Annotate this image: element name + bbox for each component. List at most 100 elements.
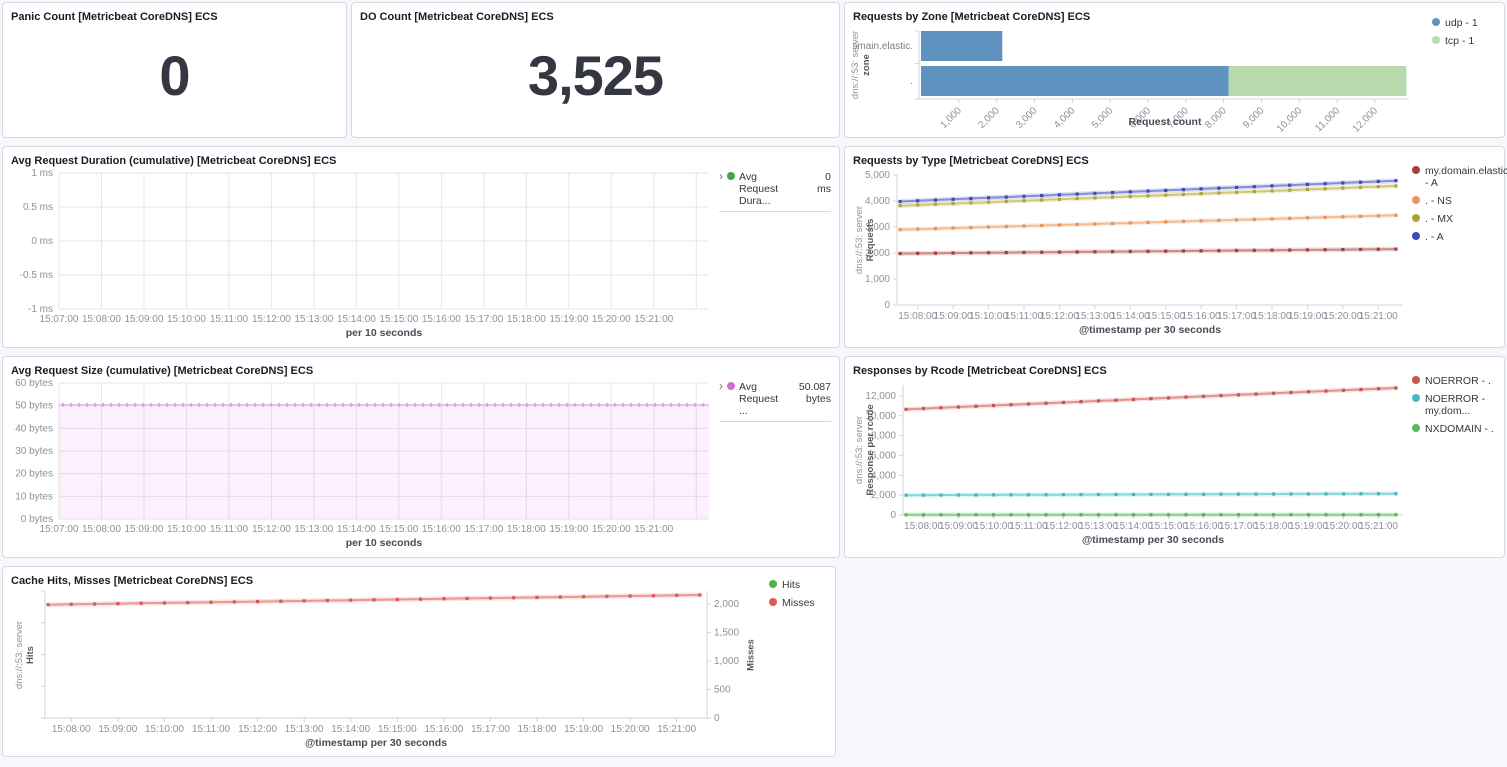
avg-request-duration-chart[interactable]: 1 ms 0.5 ms 0 ms -0.5 ms -1 ms 15:07:00 15:08:… — [11, 169, 713, 339]
tick-label: -1 ms — [28, 304, 53, 315]
x-axis-title: per 10 seconds — [346, 327, 423, 339]
tick-label: 15:13:00 — [294, 524, 333, 535]
series-marker — [1075, 197, 1079, 201]
legend-expand-icon[interactable]: › — [719, 379, 723, 393]
series-marker — [1164, 249, 1168, 253]
legend-item[interactable]: Hits — [769, 579, 831, 591]
series-marker — [974, 493, 978, 497]
tick-label: 15:21:00 — [1359, 311, 1398, 322]
series-marker — [1128, 190, 1132, 194]
legend-item[interactable]: . - MX — [1412, 213, 1498, 225]
series-marker — [1149, 397, 1153, 401]
series-marker — [1044, 493, 1048, 497]
series-marker — [62, 403, 65, 407]
tick-label: 2,000 — [865, 248, 890, 259]
tick-label: 15:16:00 — [422, 314, 461, 325]
tick-label: 15:12:00 — [252, 314, 291, 325]
cache-hits-misses-chart[interactable]: 0 500 1,000 1,500 2,000 15:08:00 15:09:00 15:10… — [11, 587, 763, 750]
bar-segment[interactable] — [921, 66, 1229, 96]
series-marker — [1181, 192, 1186, 196]
requests-by-zone-chart[interactable]: 1,000 2,000 3,000 4,000 5,000 6,000 7,000 8,000… — [850, 21, 1431, 133]
tick-label: 9,000 — [1241, 105, 1267, 131]
panel-title: Responses by Rcode [Metricbeat CoreDNS] … — [853, 365, 1107, 377]
series-marker — [454, 403, 457, 407]
series-marker — [1324, 389, 1328, 393]
series-marker — [1271, 492, 1276, 496]
series-marker — [986, 251, 991, 255]
responses-by-rcode-chart[interactable]: 0 2,000 4,000 6,000 8,000 10,000 12,000 15:08:0… — [853, 379, 1413, 551]
series-marker — [654, 403, 657, 407]
series-marker — [1131, 513, 1136, 517]
series-marker — [1131, 397, 1136, 402]
series-marker — [1394, 179, 1398, 183]
legend-item[interactable]: Misses — [769, 597, 831, 609]
series-marker — [1394, 492, 1398, 496]
legend-item[interactable]: tcp - 1 — [1432, 35, 1498, 47]
tick-label: 15:20:00 — [1324, 521, 1363, 532]
series-color-dot — [1412, 376, 1420, 384]
avg-request-size-chart[interactable]: 60 bytes 50 bytes 40 bytes 30 bytes 20 bytes… — [11, 379, 713, 549]
series-marker — [1217, 218, 1221, 223]
series-marker — [1324, 513, 1328, 517]
panel-do-count: DO Count [Metricbeat CoreDNS] ECS 3,525 — [351, 2, 840, 138]
panic-count-value: 0 — [159, 43, 190, 107]
panel-requests-by-zone: Requests by Zone [Metricbeat CoreDNS] EC… — [844, 2, 1505, 138]
legend-item[interactable]: udp - 1 — [1432, 17, 1498, 29]
tick-label: 15:17:00 — [464, 314, 503, 325]
series-marker — [1254, 513, 1258, 517]
series-marker — [372, 598, 376, 602]
series-marker — [1201, 513, 1206, 517]
series-marker — [302, 403, 305, 407]
legend-row[interactable]: › Avg Request Dura... 0 ms — [719, 169, 831, 212]
series-marker — [1096, 513, 1101, 517]
series-marker — [1376, 185, 1380, 189]
series-marker — [590, 403, 593, 407]
legend-item[interactable]: . - NS — [1412, 195, 1498, 207]
series-marker — [542, 403, 545, 407]
series-marker — [1022, 250, 1026, 255]
series-marker — [1201, 394, 1206, 398]
series-marker — [1128, 221, 1132, 225]
series-marker — [1305, 216, 1310, 220]
legend-item[interactable]: . - A — [1412, 231, 1498, 243]
series-marker — [1110, 191, 1115, 195]
tick-label: 15:21:00 — [657, 724, 696, 735]
series-marker — [1110, 221, 1115, 226]
series-marker — [262, 403, 265, 407]
series-marker — [326, 403, 329, 407]
series-marker — [933, 202, 938, 206]
tick-label: 5,000 — [865, 170, 890, 181]
series-marker — [956, 513, 961, 517]
series-marker — [1252, 217, 1256, 221]
tick-label: 15:14:00 — [1111, 311, 1150, 322]
requests-by-type-chart[interactable]: 0 1,000 2,000 3,000 4,000 5,000 15:08:00 15:09:… — [853, 169, 1413, 341]
legend-item[interactable]: my.domain.elastic. - A — [1412, 165, 1507, 189]
legend-expand-icon[interactable]: › — [719, 169, 723, 183]
series-marker — [1270, 189, 1274, 193]
series-color-dot — [1412, 196, 1420, 204]
series-marker — [150, 403, 153, 407]
tick-label: 15:11:00 — [210, 314, 249, 325]
series-marker — [1219, 393, 1223, 398]
tick-label: 15:20:00 — [611, 724, 650, 735]
legend-item[interactable]: NXDOMAIN - . — [1412, 423, 1498, 435]
series-marker — [1305, 248, 1310, 252]
series-marker — [1394, 213, 1398, 217]
tick-label: 15:08:00 — [904, 521, 943, 532]
bar-segment[interactable] — [1228, 66, 1407, 96]
series-marker — [678, 403, 681, 407]
bar-segment[interactable] — [921, 31, 1003, 61]
series-marker — [1306, 390, 1311, 394]
series-marker — [898, 199, 902, 204]
line-chart-svg: 0 1,000 2,000 3,000 4,000 5,000 15:08:0015:09:… — [865, 170, 1403, 336]
series-marker — [358, 403, 361, 407]
legend-value: 0 ms — [817, 171, 831, 195]
series-marker — [1009, 513, 1013, 517]
series-marker — [1184, 395, 1188, 399]
legend-row[interactable]: › Avg Request ... 50.087 bytes — [719, 379, 831, 422]
series-marker — [1270, 184, 1274, 188]
legend-item[interactable]: NOERROR - . — [1412, 375, 1498, 387]
legend-item[interactable]: NOERROR - my.dom... — [1412, 393, 1498, 417]
panel-title: Requests by Type [Metricbeat CoreDNS] EC… — [853, 155, 1089, 167]
